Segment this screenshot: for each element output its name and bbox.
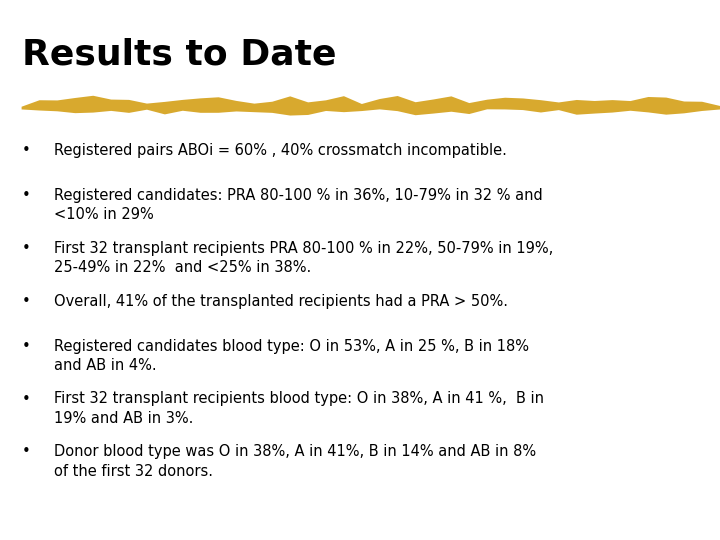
- Text: Registered candidates blood type: O in 53%, A in 25 %, B in 18%
and AB in 4%.: Registered candidates blood type: O in 5…: [54, 339, 529, 373]
- Text: Overall, 41% of the transplanted recipients had a PRA > 50%.: Overall, 41% of the transplanted recipie…: [54, 294, 508, 309]
- Text: First 32 transplant recipients PRA 80-100 % in 22%, 50-79% in 19%,
25-49% in 22%: First 32 transplant recipients PRA 80-10…: [54, 241, 553, 275]
- Text: •: •: [22, 339, 30, 354]
- Text: •: •: [22, 143, 30, 158]
- Text: •: •: [22, 444, 30, 460]
- Text: Results to Date: Results to Date: [22, 38, 336, 72]
- Text: Donor blood type was O in 38%, A in 41%, B in 14% and AB in 8%
of the first 32 d: Donor blood type was O in 38%, A in 41%,…: [54, 444, 536, 478]
- Text: •: •: [22, 241, 30, 256]
- Text: •: •: [22, 294, 30, 309]
- Text: •: •: [22, 188, 30, 203]
- Text: Registered candidates: PRA 80-100 % in 36%, 10-79% in 32 % and
<10% in 29%: Registered candidates: PRA 80-100 % in 3…: [54, 188, 543, 222]
- Text: First 32 transplant recipients blood type: O in 38%, A in 41 %,  B in
19% and AB: First 32 transplant recipients blood typ…: [54, 392, 544, 426]
- Text: •: •: [22, 392, 30, 407]
- Polygon shape: [22, 96, 720, 116]
- Text: Registered pairs ABOi = 60% , 40% crossmatch incompatible.: Registered pairs ABOi = 60% , 40% crossm…: [54, 143, 507, 158]
